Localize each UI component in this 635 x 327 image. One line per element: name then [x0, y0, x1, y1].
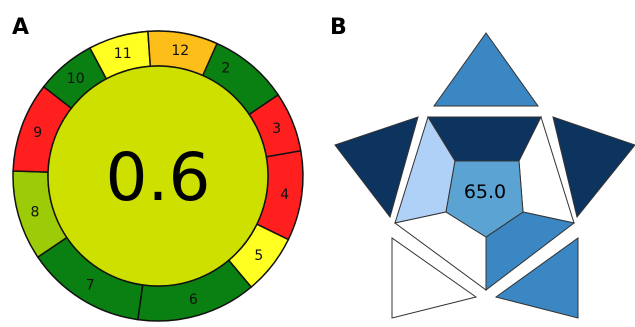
star-triangle-top [433, 32, 539, 107]
panel-a-label: A [12, 15, 29, 40]
ring-segment-label-11: 11 [114, 46, 132, 62]
overall-score: 0.6 [106, 139, 211, 216]
ring-segment-label-5: 5 [254, 248, 263, 264]
star-triangle-bottom-right [494, 237, 579, 319]
star-triangle-right [552, 116, 635, 219]
ring-segment-label-3: 3 [272, 121, 281, 137]
score-disc [47, 65, 269, 287]
ring-segment-label-10: 10 [67, 71, 85, 87]
star-diagram: 65.0 [334, 32, 635, 319]
ring-segment-label-8: 8 [30, 204, 39, 220]
ring-segment-label-12: 12 [171, 43, 189, 59]
ring-segment-label-2: 2 [221, 60, 230, 76]
ring-segment-label-9: 9 [33, 125, 42, 141]
ring-segment-label-6: 6 [189, 292, 198, 308]
ring-segment-label-7: 7 [86, 278, 95, 294]
star-triangle-bottom-left [391, 237, 478, 319]
star-triangle-left [334, 116, 419, 219]
panel-b-label: B [330, 15, 347, 40]
star-center-pentagon [445, 160, 524, 238]
star-center-value: 65.0 [464, 181, 506, 203]
ring-segment-label-4: 4 [280, 187, 289, 203]
